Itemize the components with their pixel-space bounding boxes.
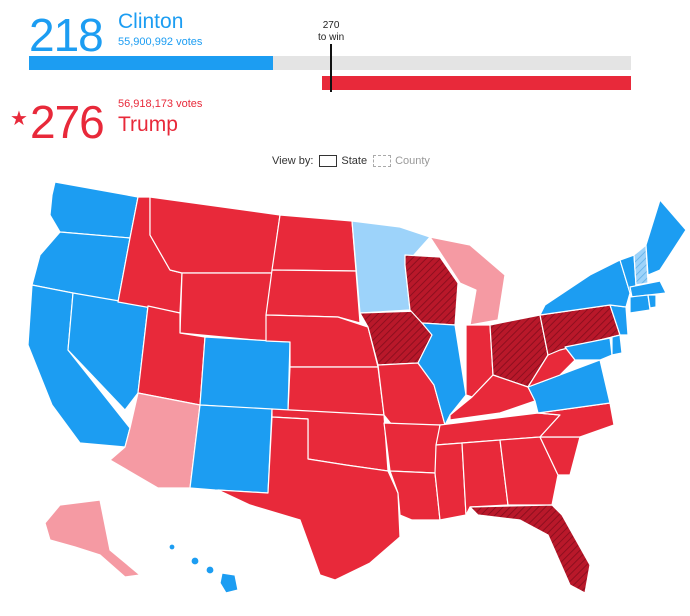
state-hawaii-4 [219, 572, 239, 594]
state-wyoming [179, 272, 273, 342]
view-by-state-button[interactable]: State [319, 155, 367, 167]
state-alaska [44, 499, 141, 578]
state-south-dakota [265, 269, 361, 324]
state-colorado [199, 336, 291, 412]
view-by-state-label: State [341, 155, 368, 167]
state-north-dakota [271, 214, 357, 272]
trump-popular-votes: 56,918,173 votes [118, 98, 203, 110]
state-rhode-island [647, 294, 657, 309]
state-maryland [564, 337, 613, 361]
clinton-electoral-count: 218 [29, 9, 104, 61]
state-delaware [611, 334, 623, 356]
state-michigan [429, 236, 506, 326]
win-threshold-line [330, 44, 333, 92]
state-arkansas [383, 422, 441, 474]
state-florida [469, 504, 591, 594]
win-threshold-text: to win [318, 32, 345, 43]
trump-name: Trump [118, 113, 178, 136]
clinton-name: Clinton [118, 10, 184, 33]
clinton-electoral-bar [29, 56, 273, 70]
state-connecticut [629, 294, 651, 314]
trump-electoral-count: 276 [30, 96, 105, 148]
win-threshold-value: 270 [322, 20, 340, 31]
state-new-york [539, 259, 631, 316]
view-by-label: View by: [272, 155, 314, 167]
view-by-county-button[interactable]: County [373, 155, 430, 167]
state-texas [217, 416, 401, 581]
state-georgia [499, 436, 559, 506]
state-mississippi [434, 442, 467, 521]
state-new-mexico [189, 404, 273, 494]
state-massachusetts [629, 280, 667, 298]
state-outline-icon [319, 155, 338, 167]
clinton-popular-votes: 55,900,992 votes [118, 36, 203, 48]
view-by-county-label: County [395, 155, 430, 167]
state-hawaii-1 [168, 543, 176, 551]
view-by-toggle: View by: State County [272, 155, 430, 167]
state-hawaii-3 [205, 565, 215, 575]
state-maine [645, 199, 687, 276]
county-outline-icon [373, 155, 392, 167]
winner-star-icon: ★ [10, 108, 28, 130]
state-kansas [287, 366, 385, 416]
state-montana [149, 196, 281, 274]
state-washington [49, 181, 139, 239]
win-threshold-label: 270 to win [313, 20, 349, 44]
us-election-map [27, 181, 687, 594]
state-hawaii-2 [190, 556, 200, 566]
trump-electoral-bar [322, 76, 631, 90]
